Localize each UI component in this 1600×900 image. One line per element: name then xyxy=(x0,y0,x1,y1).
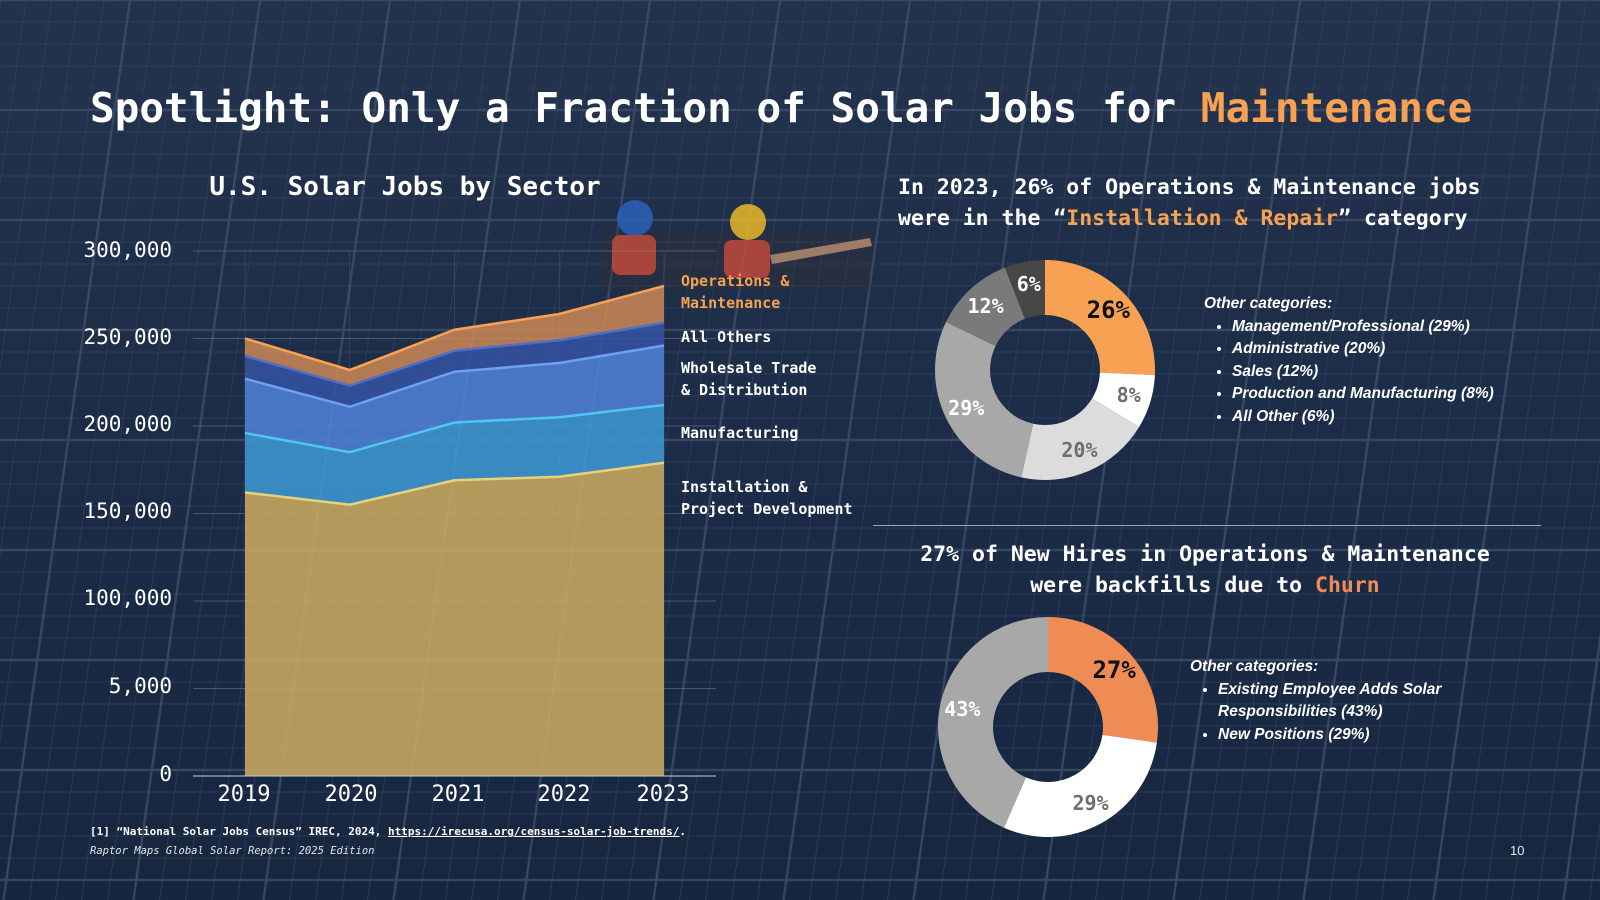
x-tick-label: 2021 xyxy=(431,782,485,807)
series-label-line: & Distribution xyxy=(681,381,808,399)
area-series-line-4 xyxy=(244,284,665,372)
donut-slice-label: 43% xyxy=(944,697,981,722)
donut-slice-label: 8% xyxy=(1116,383,1141,408)
donut-slice xyxy=(1092,372,1155,427)
donut-slice xyxy=(1021,398,1140,480)
citation-text: [1] “National Solar Jobs Census” IREC, 2… xyxy=(90,825,389,838)
legend-title: Other categories: xyxy=(1190,658,1319,675)
x-tick-label: 2023 xyxy=(636,782,690,807)
x-tick-label: 2020 xyxy=(324,782,378,807)
donut2-legend: Other categories: Existing Employee Adds… xyxy=(1190,656,1480,746)
donut2-heading-line2: were backfills due to Churn xyxy=(905,570,1505,601)
area-series-line-0 xyxy=(244,461,665,507)
donut-slice xyxy=(1048,617,1158,743)
series-label-all-others: All Others xyxy=(681,326,771,348)
area-series-2 xyxy=(245,345,664,453)
series-label-manufacturing: Manufacturing xyxy=(681,422,798,444)
donut-slice-label: 29% xyxy=(1072,791,1109,816)
x-tick-label: 2022 xyxy=(537,782,591,807)
citation: [1] “National Solar Jobs Census” IREC, 2… xyxy=(90,825,686,838)
area-series-line-2 xyxy=(244,344,665,409)
title-accent: Maintenance xyxy=(1200,84,1473,132)
legend-item: Management/Professional (29%) xyxy=(1232,316,1494,339)
donut-slice xyxy=(935,322,1034,478)
legend-title: Other categories: xyxy=(1204,295,1333,312)
area-series-4 xyxy=(245,286,664,386)
x-tick-label: 2019 xyxy=(217,782,271,807)
heading-accent: Churn xyxy=(1315,573,1380,598)
series-label-line: All Others xyxy=(681,328,772,346)
area-chart-title: U.S. Solar Jobs by Sector xyxy=(209,172,601,202)
heading-accent: Installation & Repair xyxy=(1066,206,1339,231)
heading-text: were backfills due to xyxy=(1030,573,1316,598)
y-tick-label: 200,000 xyxy=(83,412,172,436)
citation-text: . xyxy=(679,825,687,838)
series-label-wholesale: Wholesale Trade & Distribution xyxy=(681,357,816,401)
page-title: Spotlight: Only a Fraction of Solar Jobs… xyxy=(90,84,1472,132)
donut1-heading-line1: In 2023, 26% of Operations & Maintenance… xyxy=(898,175,1481,200)
donut-slice-label: 29% xyxy=(948,396,985,421)
donut-slice-label: 26% xyxy=(1086,295,1130,324)
y-tick-label: 0 xyxy=(159,762,172,786)
page-number: 10 xyxy=(1510,843,1525,858)
y-tick-label: 300,000 xyxy=(83,238,172,262)
donut2-heading: 27% of New Hires in Operations & Mainten… xyxy=(905,539,1505,601)
legend-list: Existing Employee Adds Solar Responsibil… xyxy=(1190,679,1480,747)
y-tick-label: 250,000 xyxy=(83,325,172,349)
donut-chart-om-categories xyxy=(935,260,1155,480)
series-label-installation: Installation & Project Development xyxy=(681,476,853,520)
legend-item: Production and Manufacturing (8%) xyxy=(1232,383,1494,406)
area-series-0 xyxy=(245,462,664,776)
legend-item: Sales (12%) xyxy=(1232,361,1494,384)
series-label-line: Operations & xyxy=(681,272,790,290)
area-series-line-1 xyxy=(244,403,665,454)
series-label-operations-maintenance: Operations & Maintenance xyxy=(681,270,789,314)
series-label-line: Project Development xyxy=(681,500,853,518)
heading-text: were in the “ xyxy=(898,206,1067,231)
workers-photo xyxy=(600,200,872,290)
y-tick-label: 100,000 xyxy=(83,586,172,610)
donut-slice-label: 12% xyxy=(967,293,1004,318)
donut-slice xyxy=(938,617,1048,828)
legend-item: Existing Employee Adds Solar Responsibil… xyxy=(1218,679,1480,724)
legend-item: All Other (6%) xyxy=(1232,406,1494,429)
y-tick-label: 5,000 xyxy=(108,674,172,698)
donut-slice xyxy=(1004,260,1045,319)
donut1-legend: Other categories: Management/Professiona… xyxy=(1204,293,1494,428)
section-divider xyxy=(873,525,1541,526)
citation-link[interactable]: https://irecusa.org/census-solar-job-tre… xyxy=(388,825,680,838)
donut1-heading: In 2023, 26% of Operations & Maintenance… xyxy=(898,172,1480,234)
donut2-heading-line1: 27% of New Hires in Operations & Mainten… xyxy=(920,542,1490,567)
donut-slice xyxy=(945,267,1025,347)
y-tick-label: 150,000 xyxy=(83,499,172,523)
heading-text: ” category xyxy=(1338,206,1468,231)
series-label-line: Wholesale Trade xyxy=(681,359,817,377)
series-label-line: Manufacturing xyxy=(681,424,799,442)
legend-item: Administrative (20%) xyxy=(1232,338,1494,361)
area-series-1 xyxy=(245,405,664,505)
donut-slice-label: 6% xyxy=(1016,272,1041,297)
series-label-line: Installation & xyxy=(681,478,808,496)
series-label-line: Maintenance xyxy=(681,294,781,312)
donut-slice-label: 20% xyxy=(1061,438,1098,463)
donut-slice-label: 27% xyxy=(1092,655,1136,684)
donut1-heading-line2: were in the “Installation & Repair” cate… xyxy=(898,203,1480,234)
legend-item: New Positions (29%) xyxy=(1218,724,1480,747)
legend-list: Management/Professional (29%) Administra… xyxy=(1204,316,1494,429)
donut-slice xyxy=(1003,734,1157,837)
area-series-line-3 xyxy=(244,321,665,388)
source-note: Raptor Maps Global Solar Report: 2025 Ed… xyxy=(90,845,375,857)
donut-chart-new-hires xyxy=(938,617,1158,837)
title-main: Spotlight: Only a Fraction of Solar Jobs… xyxy=(90,84,1201,132)
donut-slice xyxy=(1045,260,1155,376)
